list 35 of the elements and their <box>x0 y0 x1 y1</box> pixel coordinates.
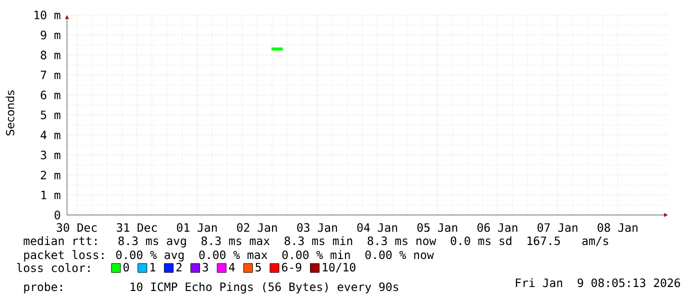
y-tick-label: 1 m <box>41 190 60 200</box>
legend-title: loss color: <box>17 263 90 272</box>
text: probe: 10 ICMP Echo Pings (56 Bytes) every 90s <box>24 282 398 294</box>
x-tick-label: 31 Dec <box>116 223 157 232</box>
x-tick-label: 06 Jan <box>477 223 518 232</box>
x-tick-label: 07 Jan <box>538 223 578 232</box>
x-tick-label: 02 Jan <box>237 223 277 232</box>
x-tick-label: 01 Jan <box>177 223 217 232</box>
legend-label: 4 <box>228 262 235 272</box>
x-tick-label: 04 Jan <box>357 223 398 232</box>
x-tick-label: 08 Jan <box>598 223 638 232</box>
x-tick-label: 30 Dec <box>56 223 97 232</box>
legend-label: 6-9 <box>282 262 302 272</box>
text: packet loss: 0.00 % avg 0.00 % max 0.00 % min 0.00 % now <box>24 250 434 262</box>
legend-label: 1 <box>150 262 156 272</box>
y-tick-label: 4 m <box>40 130 60 140</box>
legend-label: 10/10 <box>322 262 356 272</box>
legend-label: 2 <box>176 262 182 272</box>
y-tick-label: 8 m <box>40 50 60 60</box>
text: median rtt: 8.3 ms avg 8.3 ms max 8.3 ms min 8.3 ms now 0.0 ms sd 167.5 am/s <box>24 236 608 248</box>
y-tick-label: 3 m <box>40 150 60 160</box>
y-tick-label: 9 m <box>40 30 60 40</box>
legend-label: 0 <box>123 262 129 272</box>
legend-label: 3 <box>202 262 208 272</box>
y-axis-title: Seconds <box>6 90 14 136</box>
y-tick-label: 2 m <box>40 170 60 180</box>
legend-label: 5 <box>256 262 261 272</box>
y-tick-label: 7 m <box>40 70 60 80</box>
text: Fri Jan 9 08:05:13 2026 <box>516 278 680 288</box>
x-tick-label: 05 Jan <box>417 223 458 232</box>
y-tick-label: 10 m <box>34 10 60 20</box>
y-tick-label: 6 m <box>40 90 60 100</box>
y-tick-label: 5 m <box>40 110 60 120</box>
x-tick-label: 03 Jan <box>297 223 337 232</box>
y-tick-label: 0 <box>54 210 60 220</box>
